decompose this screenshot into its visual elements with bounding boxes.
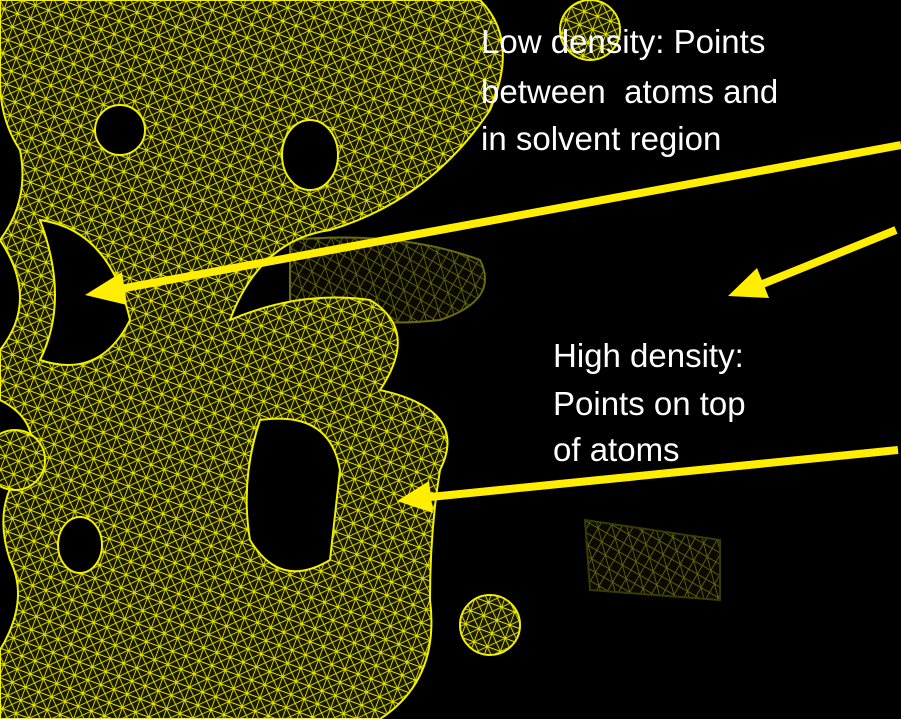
annotation-line: High density: <box>553 337 744 374</box>
annotation-line: Low density: Points <box>481 23 765 60</box>
annotation-line: in solvent region <box>481 120 721 157</box>
annotation-line: between atoms and <box>481 73 778 110</box>
annotation-line: of atoms <box>553 431 680 468</box>
density-map: Low density: Points between atoms and in… <box>0 0 901 719</box>
annotation-line: Points on top <box>553 385 746 422</box>
